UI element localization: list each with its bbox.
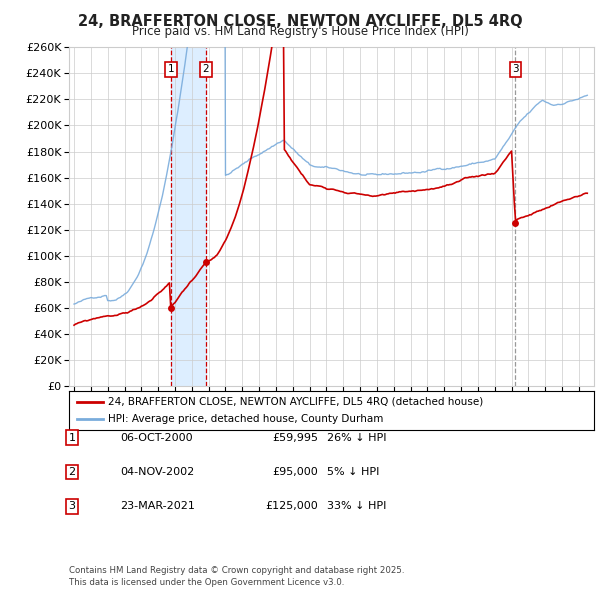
Text: 1: 1 <box>167 64 174 74</box>
Text: 24, BRAFFERTON CLOSE, NEWTON AYCLIFFE, DL5 4RQ: 24, BRAFFERTON CLOSE, NEWTON AYCLIFFE, D… <box>77 14 523 28</box>
Text: 06-OCT-2000: 06-OCT-2000 <box>120 433 193 442</box>
Text: 3: 3 <box>512 64 518 74</box>
Text: 26% ↓ HPI: 26% ↓ HPI <box>327 433 386 442</box>
Text: £125,000: £125,000 <box>265 502 318 511</box>
Text: £59,995: £59,995 <box>272 433 318 442</box>
Text: 5% ↓ HPI: 5% ↓ HPI <box>327 467 379 477</box>
Text: Contains HM Land Registry data © Crown copyright and database right 2025.
This d: Contains HM Land Registry data © Crown c… <box>69 566 404 587</box>
Text: 2: 2 <box>68 467 76 477</box>
Text: 3: 3 <box>68 502 76 511</box>
Text: 2: 2 <box>203 64 209 74</box>
Text: 1: 1 <box>68 433 76 442</box>
Text: 04-NOV-2002: 04-NOV-2002 <box>120 467 194 477</box>
Text: 33% ↓ HPI: 33% ↓ HPI <box>327 502 386 511</box>
Text: Price paid vs. HM Land Registry's House Price Index (HPI): Price paid vs. HM Land Registry's House … <box>131 25 469 38</box>
Text: 24, BRAFFERTON CLOSE, NEWTON AYCLIFFE, DL5 4RQ (detached house): 24, BRAFFERTON CLOSE, NEWTON AYCLIFFE, D… <box>109 396 484 407</box>
Text: HPI: Average price, detached house, County Durham: HPI: Average price, detached house, Coun… <box>109 414 384 424</box>
Text: £95,000: £95,000 <box>272 467 318 477</box>
Text: 23-MAR-2021: 23-MAR-2021 <box>120 502 195 511</box>
Bar <box>171 47 206 386</box>
